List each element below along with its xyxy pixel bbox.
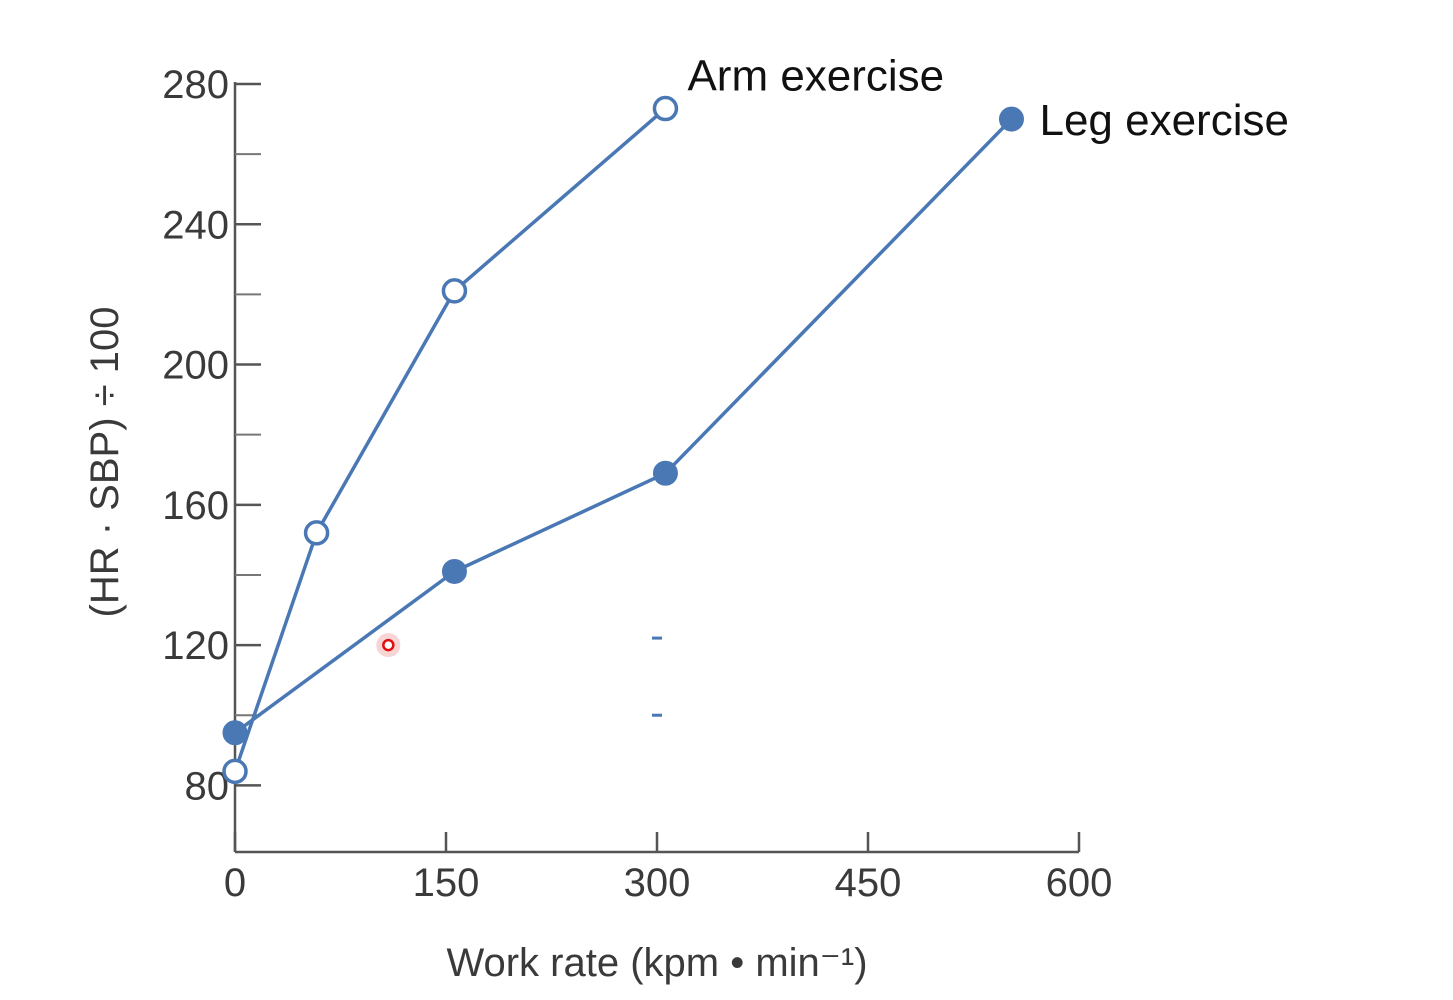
data-point-leg-exercise-0	[222, 720, 248, 746]
cursor-dot	[382, 638, 395, 652]
axes: 80 120 160 200 240 280 0 150 300 450 600	[162, 63, 1112, 905]
series-label-arm-exercise: Arm exercise	[687, 52, 944, 101]
x-tick-label-600: 600	[1046, 861, 1113, 905]
y-tick-label-120: 120	[162, 624, 229, 668]
y-tick-label-200: 200	[162, 344, 229, 388]
y-tick-label-240: 240	[162, 203, 229, 247]
series-layer: Arm exercise Leg exercise	[222, 52, 1289, 785]
x-tick-label-300: 300	[624, 861, 691, 905]
data-point-leg-exercise-1	[441, 558, 467, 584]
series-arm-exercise: Arm exercise	[222, 52, 944, 785]
data-point-leg-exercise-2	[652, 460, 678, 486]
data-point-arm-exercise-1	[303, 520, 330, 546]
x-tick-label-150: 150	[413, 861, 480, 905]
data-point-arm-exercise-2	[441, 278, 468, 304]
series-line-arm-exercise	[233, 107, 667, 772]
y-tick-label-160: 160	[162, 484, 229, 528]
series-leg-exercise: Leg exercise	[222, 96, 1289, 746]
series-line-leg-exercise	[233, 117, 1013, 735]
series-label-leg-exercise: Leg exercise	[1039, 96, 1288, 145]
x-tick-label-450: 450	[835, 861, 902, 905]
annotation-layer	[376, 633, 662, 717]
cursor-indicator	[376, 633, 401, 658]
y-tick-label-80: 80	[185, 764, 230, 808]
data-point-arm-exercise-3	[652, 95, 679, 122]
data-point-leg-exercise-3	[998, 106, 1024, 132]
y-axis-title: (HR · SBP) ÷ 100	[83, 307, 127, 618]
x-tick-label-0: 0	[224, 861, 246, 905]
x-axis-title: Work rate (kpm • min⁻¹)	[446, 941, 867, 985]
data-point-arm-exercise-0	[222, 758, 248, 785]
y-tick-label-280: 280	[162, 63, 229, 107]
